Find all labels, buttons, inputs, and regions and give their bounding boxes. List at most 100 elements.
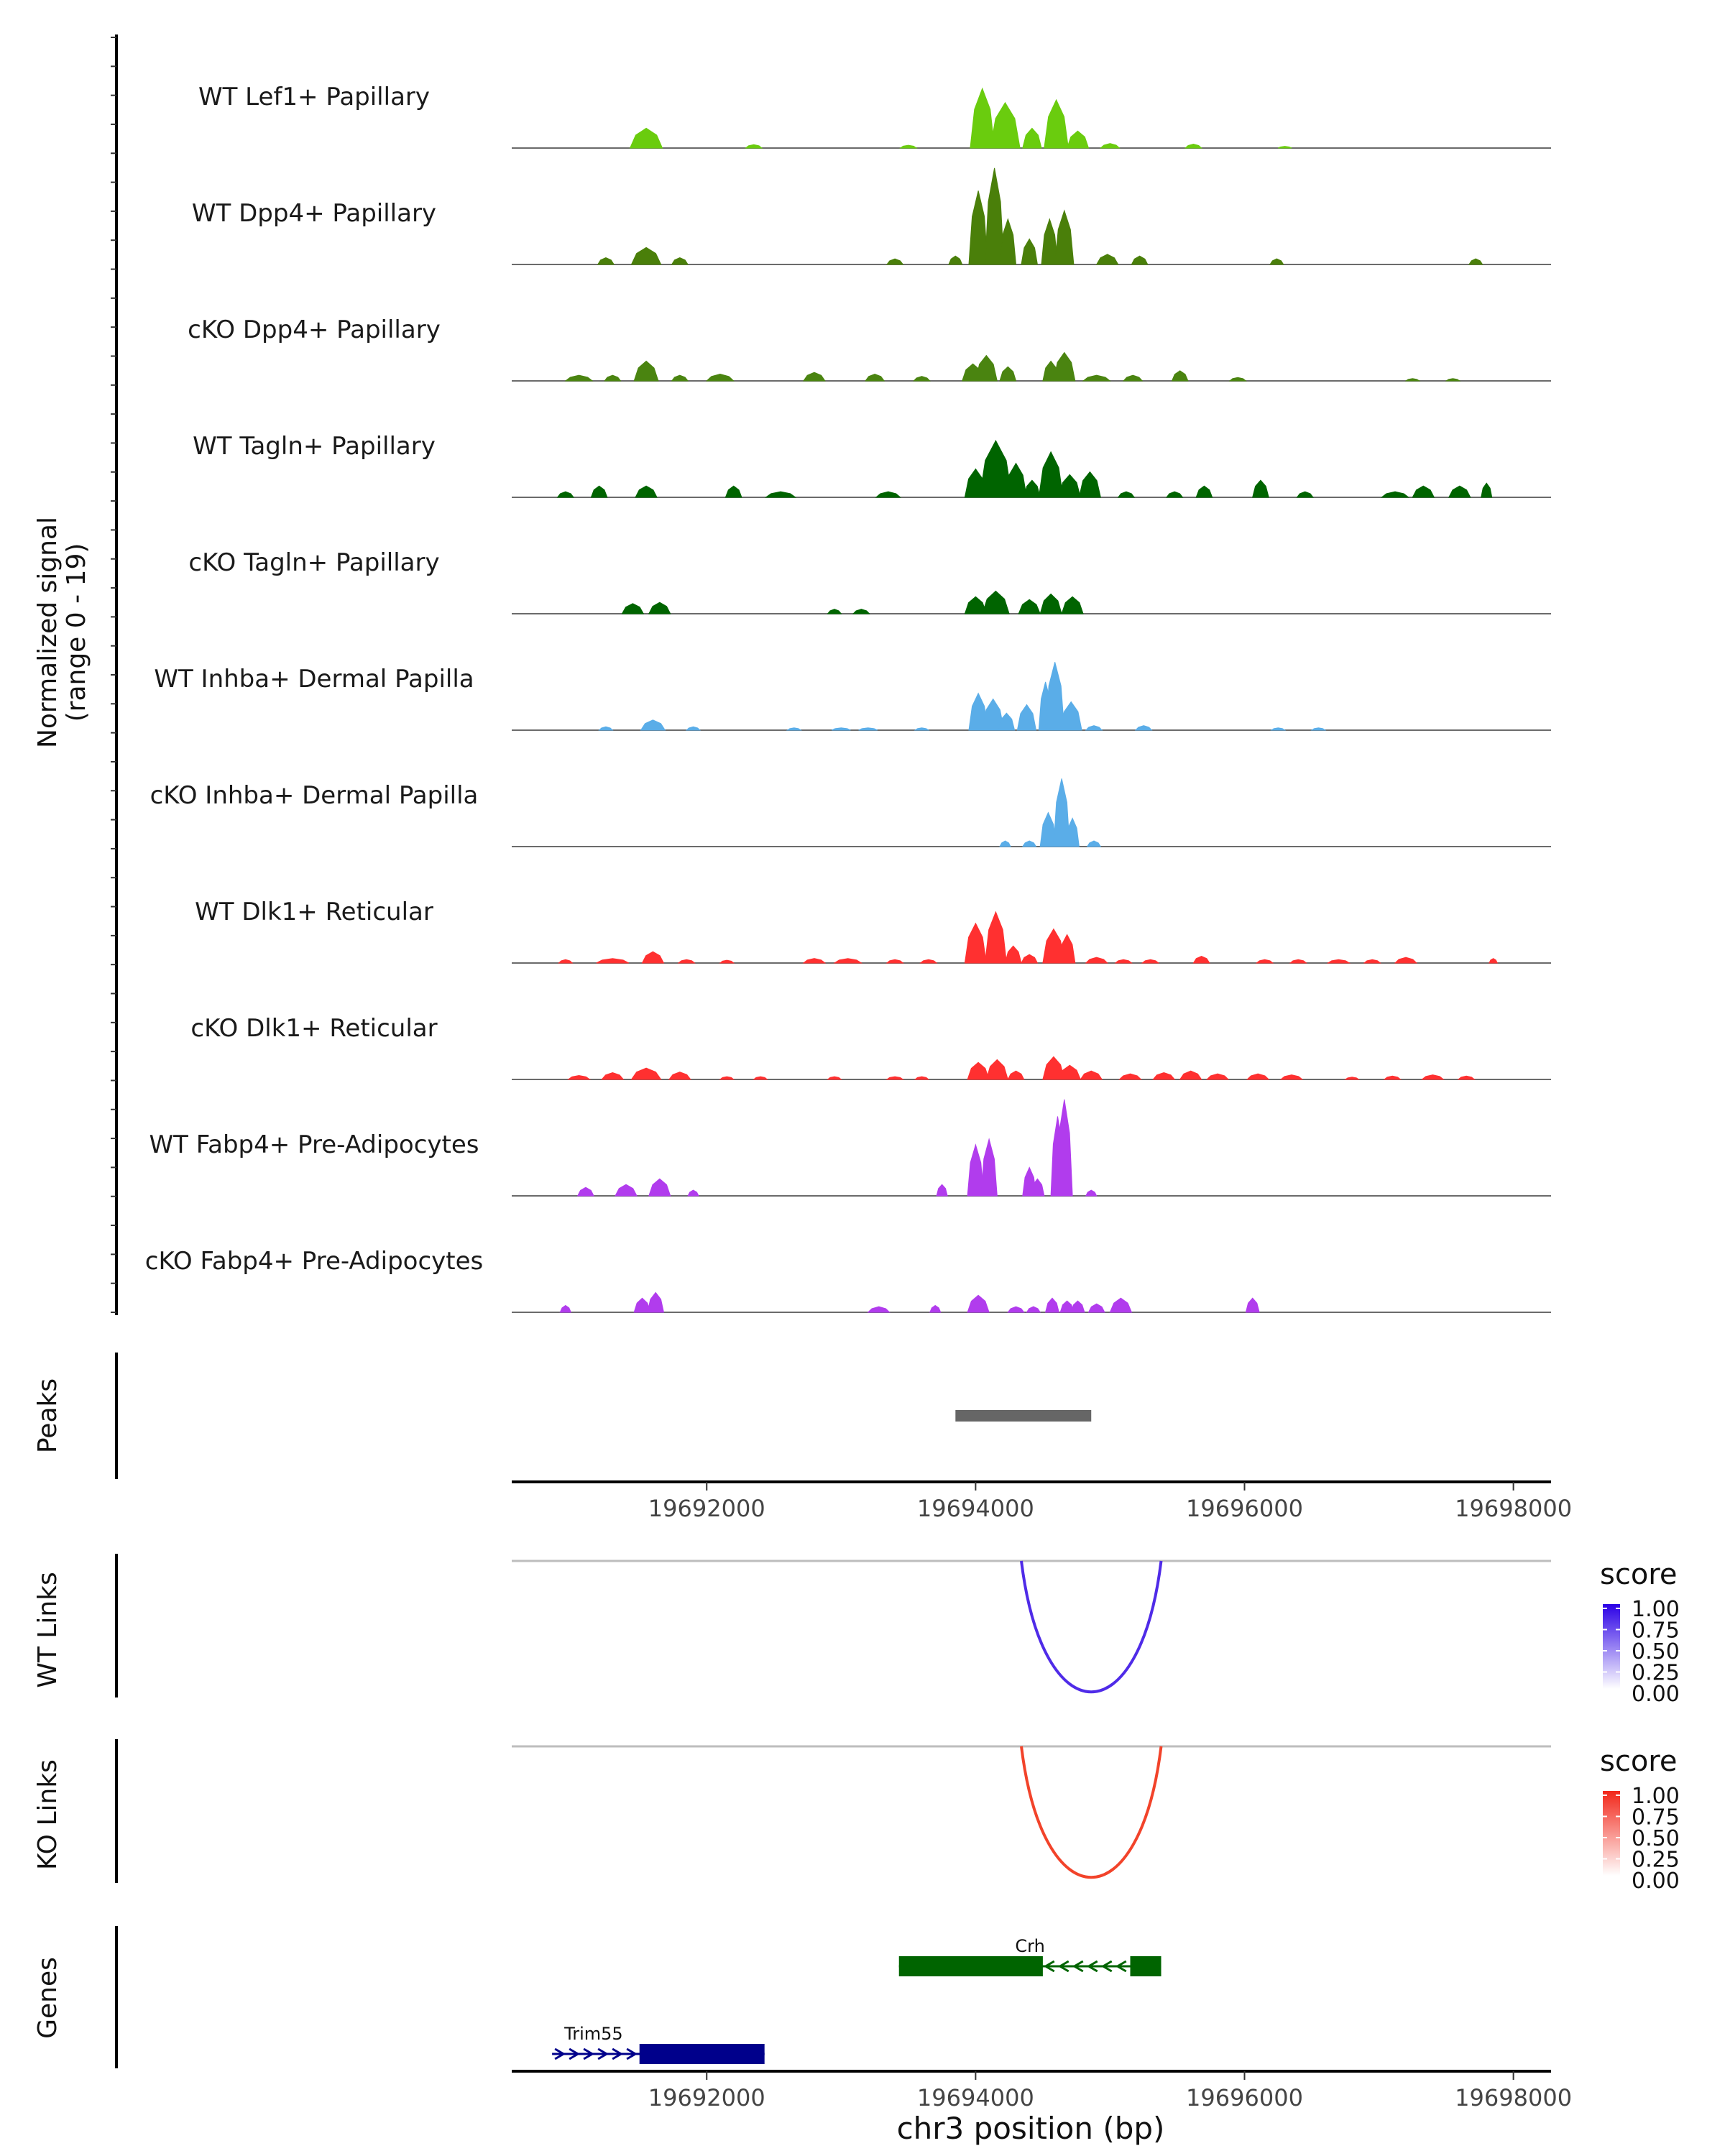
coverage-peak xyxy=(1394,957,1418,964)
coverage-peak xyxy=(724,485,742,498)
coverage-peak xyxy=(1383,1075,1402,1080)
coverage-peak xyxy=(1007,1070,1025,1080)
coverage-peak xyxy=(647,1291,665,1313)
score-legend-value: 0.50 xyxy=(1632,1826,1680,1851)
score-legend-value: 1.00 xyxy=(1632,1784,1680,1809)
coverage-peak xyxy=(1016,704,1037,731)
coverage-peak xyxy=(1184,143,1202,149)
coverage-track: WT Tagln+ Papillary xyxy=(193,432,1551,498)
coverage-peak xyxy=(1165,491,1184,498)
coverage-peak xyxy=(990,101,1021,149)
coverage-peak xyxy=(1270,727,1287,731)
coverage-peak xyxy=(975,354,998,382)
coverage-peak xyxy=(745,144,763,149)
strand-arrow xyxy=(554,2047,566,2060)
coverage-peak xyxy=(802,372,826,382)
strand-arrow xyxy=(569,2047,581,2060)
coverage-peak xyxy=(556,491,575,498)
genes-track: Genes Crh Trim55 xyxy=(33,1926,1162,2068)
strand-arrow xyxy=(1043,1960,1055,1973)
coverage-peak xyxy=(1457,1075,1476,1080)
link-arc xyxy=(1020,1746,1163,1879)
coverage-peak xyxy=(1085,1189,1098,1197)
coverage-track: cKO Dpp4+ Papillary xyxy=(188,315,1551,382)
strand-arrow xyxy=(1057,1960,1070,1973)
gene-name: Crh xyxy=(1015,1936,1044,1956)
coverage-peak xyxy=(641,951,665,964)
score-legend-value: 1.00 xyxy=(1632,1597,1680,1622)
coverage-peak xyxy=(875,491,901,498)
coverage-peak xyxy=(1448,485,1471,498)
coverage-track: WT Dpp4+ Papillary xyxy=(192,167,1551,265)
coverage-peak xyxy=(1468,258,1484,265)
coverage-track-label: WT Inhba+ Dermal Papilla xyxy=(154,665,474,694)
coverage-peak xyxy=(719,959,735,964)
coverage-peak xyxy=(1058,1064,1082,1080)
coverage-peak xyxy=(1058,934,1076,964)
x-axis-tick-label: 19698000 xyxy=(1455,2084,1572,2111)
coverage-peak xyxy=(1279,1074,1304,1080)
coverage-track-label: cKO Dpp4+ Papillary xyxy=(188,315,441,344)
coverage-peak xyxy=(929,1304,942,1313)
coverage-peak xyxy=(685,726,702,731)
coverage-peak xyxy=(630,247,662,265)
coverage-peak xyxy=(786,727,802,731)
coverage-peak xyxy=(984,911,1007,964)
coverage-peak xyxy=(852,609,870,614)
coverage-peak xyxy=(1021,840,1037,847)
coverage-peak xyxy=(1344,1077,1361,1080)
coverage-peak xyxy=(1363,959,1381,964)
coverage-peak xyxy=(1246,1073,1270,1080)
coverage-track-label: WT Fabp4+ Pre-Adipocytes xyxy=(150,1130,479,1159)
coverage-peak xyxy=(615,1184,638,1197)
peaks-track-label: Peaks xyxy=(33,1378,63,1453)
coverage-peak xyxy=(635,485,658,498)
coverage-peak xyxy=(1192,955,1210,964)
coverage-peak xyxy=(668,1072,691,1080)
coverage-peak xyxy=(919,959,938,964)
coverage-peak xyxy=(1404,378,1421,382)
coverage-peak xyxy=(753,1076,768,1080)
coverage-peak xyxy=(630,1067,662,1080)
coverage-peak xyxy=(1045,662,1065,731)
gene: Crh xyxy=(898,1936,1162,1976)
score-legend-value: 0.50 xyxy=(1632,1639,1680,1664)
coverage-peak xyxy=(1122,374,1144,382)
coverage-peak xyxy=(1018,599,1041,614)
coverage-track-label: WT Dlk1+ Reticular xyxy=(195,898,433,926)
coverage-peak xyxy=(1420,1074,1445,1080)
coverage-peak xyxy=(1007,1306,1025,1313)
coverage-peak xyxy=(671,374,689,382)
coverage-peak xyxy=(999,218,1017,265)
link-arc xyxy=(1020,1560,1163,1693)
coverage-peak xyxy=(867,1306,891,1313)
coverage-track: WT Dlk1+ Reticular xyxy=(195,898,1551,964)
coverage-peak xyxy=(1380,491,1410,498)
gene-name: Trim55 xyxy=(564,2024,623,2044)
x-axis-tick-label: 19696000 xyxy=(1186,2084,1303,2111)
coverage-peak xyxy=(1082,374,1111,382)
peaks-track: Peaks xyxy=(33,1353,1092,1479)
coverage-peak xyxy=(564,374,594,382)
coverage-peak xyxy=(1022,127,1042,149)
coverage-peak xyxy=(964,922,987,964)
coverage-peak xyxy=(1004,945,1022,964)
coverage-track: cKO Inhba+ Dermal Papilla xyxy=(150,778,1551,847)
coverage-peak xyxy=(1117,491,1136,498)
strand-arrow xyxy=(612,2047,624,2060)
coverage-peak xyxy=(1255,959,1274,964)
coverage-peak xyxy=(913,376,931,382)
x-axis-tick-label: 19694000 xyxy=(917,1495,1034,1522)
coverage-peak xyxy=(1179,1070,1202,1080)
score-legend-bar xyxy=(1603,1604,1620,1689)
score-legend-value: 0.25 xyxy=(1632,1848,1680,1873)
coverage-peak xyxy=(1481,482,1493,498)
score-legend-value: 0.00 xyxy=(1632,1869,1680,1894)
coverage-peak xyxy=(1044,98,1069,149)
coverage-peak xyxy=(705,373,735,382)
strand-arrow xyxy=(626,2047,638,2060)
coverage-peak xyxy=(1026,1306,1041,1313)
coverage-peak xyxy=(914,727,930,731)
coverage-peak xyxy=(1039,593,1062,614)
coverage-track-label: cKO Inhba+ Dermal Papilla xyxy=(150,781,479,810)
